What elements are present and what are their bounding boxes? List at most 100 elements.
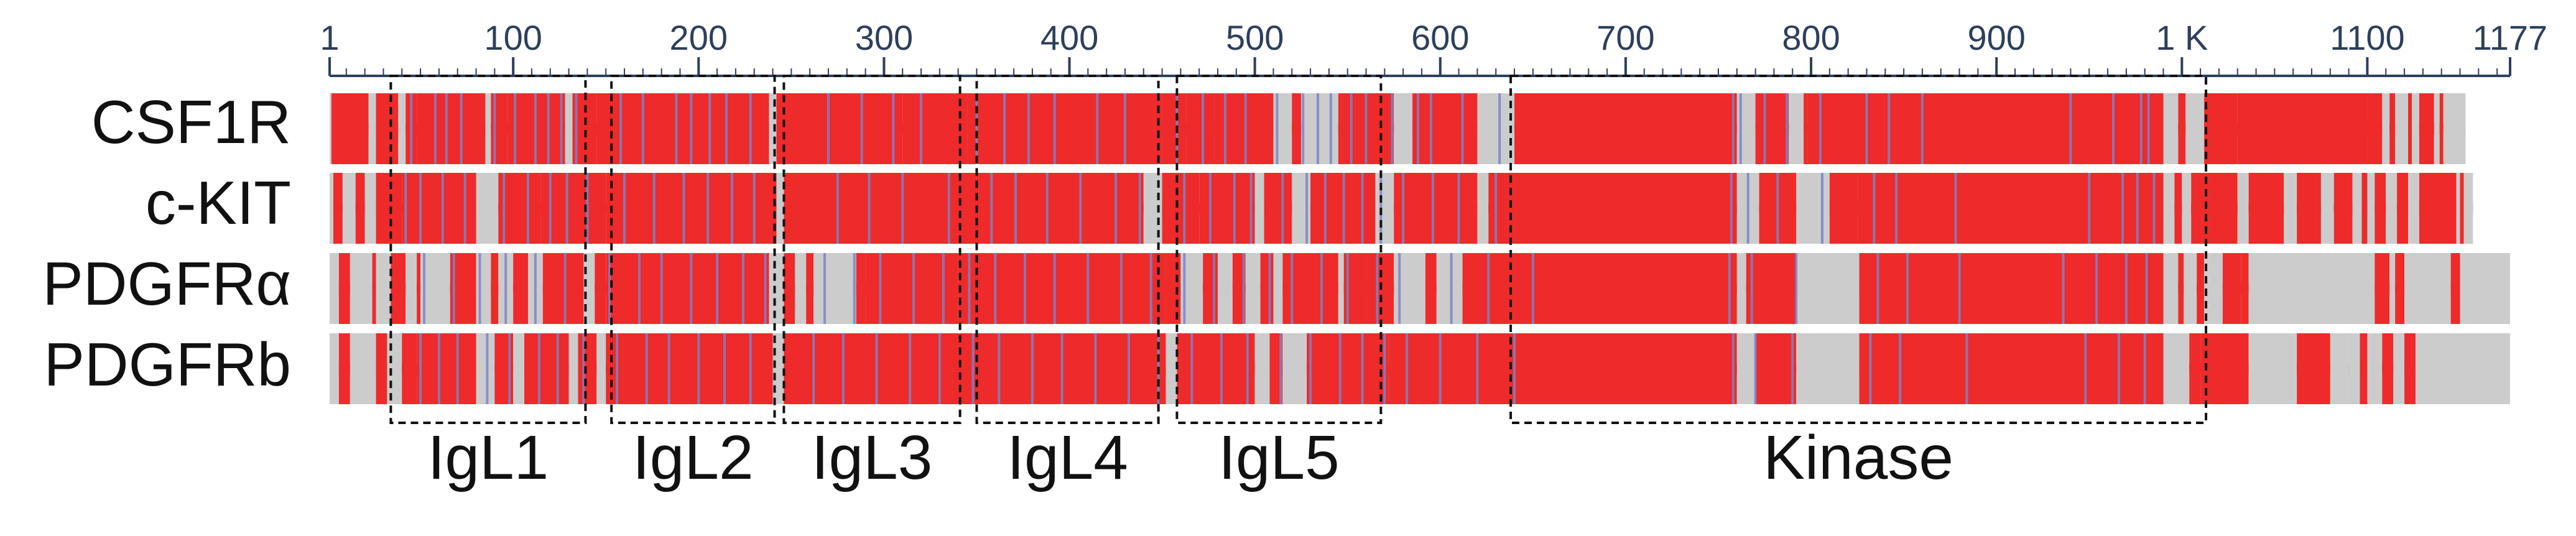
gap-block (2163, 93, 2179, 164)
conserved-block (606, 173, 777, 244)
gap-block (2248, 253, 2375, 324)
mismatch-marker (1364, 93, 1368, 164)
conserved-block (498, 173, 541, 244)
conserved-block (331, 93, 369, 164)
gap-block (1218, 253, 1233, 324)
conserved-block (1162, 173, 1200, 244)
conserved-block (2210, 173, 2238, 244)
mismatch-marker (2112, 93, 2115, 164)
mismatch-marker (971, 333, 975, 404)
mismatch-marker (503, 173, 506, 244)
mismatch-marker (990, 173, 993, 244)
gap-block (2248, 333, 2297, 404)
conserved-block (606, 333, 773, 404)
mismatch-marker (1361, 173, 1364, 244)
gap-block (2320, 173, 2334, 244)
gap-block (2386, 173, 2398, 244)
conserved-block (784, 173, 1144, 244)
domain-label: Kinase (1763, 423, 1953, 492)
gap-block (330, 173, 333, 244)
conserved-block (2361, 173, 2368, 244)
mismatch-marker (823, 253, 827, 324)
mismatch-marker (608, 253, 611, 324)
mismatch-marker (1045, 173, 1049, 244)
mismatch-marker (1223, 93, 1226, 164)
mismatch-marker (1309, 333, 1312, 404)
mismatch-marker (456, 333, 459, 404)
gap-block (2382, 93, 2390, 164)
mismatch-marker (2143, 333, 2146, 404)
gap-block (1301, 93, 1338, 164)
conserved-block (376, 173, 402, 244)
mismatch-marker (2147, 93, 2150, 164)
mismatch-marker (419, 333, 422, 404)
gap-block (2330, 333, 2349, 404)
conserved-block (2333, 173, 2353, 244)
conserved-block (1264, 173, 1292, 244)
sequence-label: PDGFRα (42, 249, 291, 318)
mismatch-marker (1183, 253, 1186, 324)
domain: IgL1 (389, 75, 587, 492)
conserved-block (2460, 173, 2464, 244)
mismatch-marker (526, 173, 529, 244)
mismatch-marker (1531, 253, 1534, 324)
conserved-block (1425, 253, 1437, 324)
mismatch-marker (1149, 253, 1152, 324)
mismatch-marker (716, 253, 719, 324)
conserved-block (1829, 173, 1858, 244)
conserved-block (2297, 173, 2321, 244)
mismatch-marker (2069, 93, 2072, 164)
mismatch-marker (1279, 333, 1282, 404)
sequence-label: CSF1R (91, 88, 291, 156)
mismatch-marker (586, 173, 589, 244)
mismatch-marker (623, 173, 626, 244)
mismatch-marker (1739, 93, 1742, 164)
mismatch-marker (1338, 333, 1341, 404)
mismatch-marker (1190, 333, 1193, 404)
conserved-block (1859, 333, 2164, 404)
conserved-block (2419, 173, 2457, 244)
conserved-block (1857, 173, 2164, 244)
mismatch-marker (998, 333, 1001, 404)
mismatch-marker (853, 253, 856, 324)
mismatch-marker (764, 253, 767, 324)
mismatch-marker (1305, 173, 1309, 244)
conserved-block (1764, 333, 1797, 404)
mismatch-marker (1114, 173, 1118, 244)
mismatch-marker (1865, 93, 1868, 164)
mismatch-marker (1965, 333, 1968, 404)
mismatch-marker (1873, 173, 1876, 244)
mismatch-marker (486, 333, 489, 404)
domain-label: IgL1 (428, 423, 549, 492)
domain-box (782, 75, 961, 424)
conserved-block (524, 333, 569, 404)
mismatch-marker (901, 173, 904, 244)
conserved-block (1863, 93, 2164, 164)
gap-block (2415, 333, 2510, 404)
conserved-block (1269, 333, 1283, 404)
mismatch-marker (741, 253, 744, 324)
mismatch-marker (860, 93, 863, 164)
gap-block (583, 253, 595, 324)
alignment-rows: CSF1R c-KIT PDGFRα PDGFRb (42, 88, 2510, 404)
gap-block (2184, 253, 2197, 324)
mismatch-marker (582, 333, 585, 404)
conserved-block (2237, 93, 2368, 164)
gap-block (2163, 253, 2179, 324)
mismatch-marker (493, 93, 496, 164)
gap-block (476, 173, 499, 244)
conserved-block (2297, 333, 2330, 404)
gap-block (1394, 93, 1413, 164)
domain-label: IgL5 (1218, 423, 1340, 492)
mismatch-marker (938, 333, 941, 404)
axis-tick-label: 300 (855, 18, 913, 57)
axis-tick-label: 100 (484, 18, 542, 57)
gap-block (405, 253, 417, 324)
mismatch-marker (968, 253, 971, 324)
conserved-block (606, 253, 769, 324)
axis-tick-label: 1 K (2156, 18, 2208, 57)
conserved-block (2197, 253, 2205, 324)
mismatch-marker (645, 333, 648, 404)
conserved-block (417, 253, 421, 324)
domain: IgL2 (610, 75, 776, 492)
